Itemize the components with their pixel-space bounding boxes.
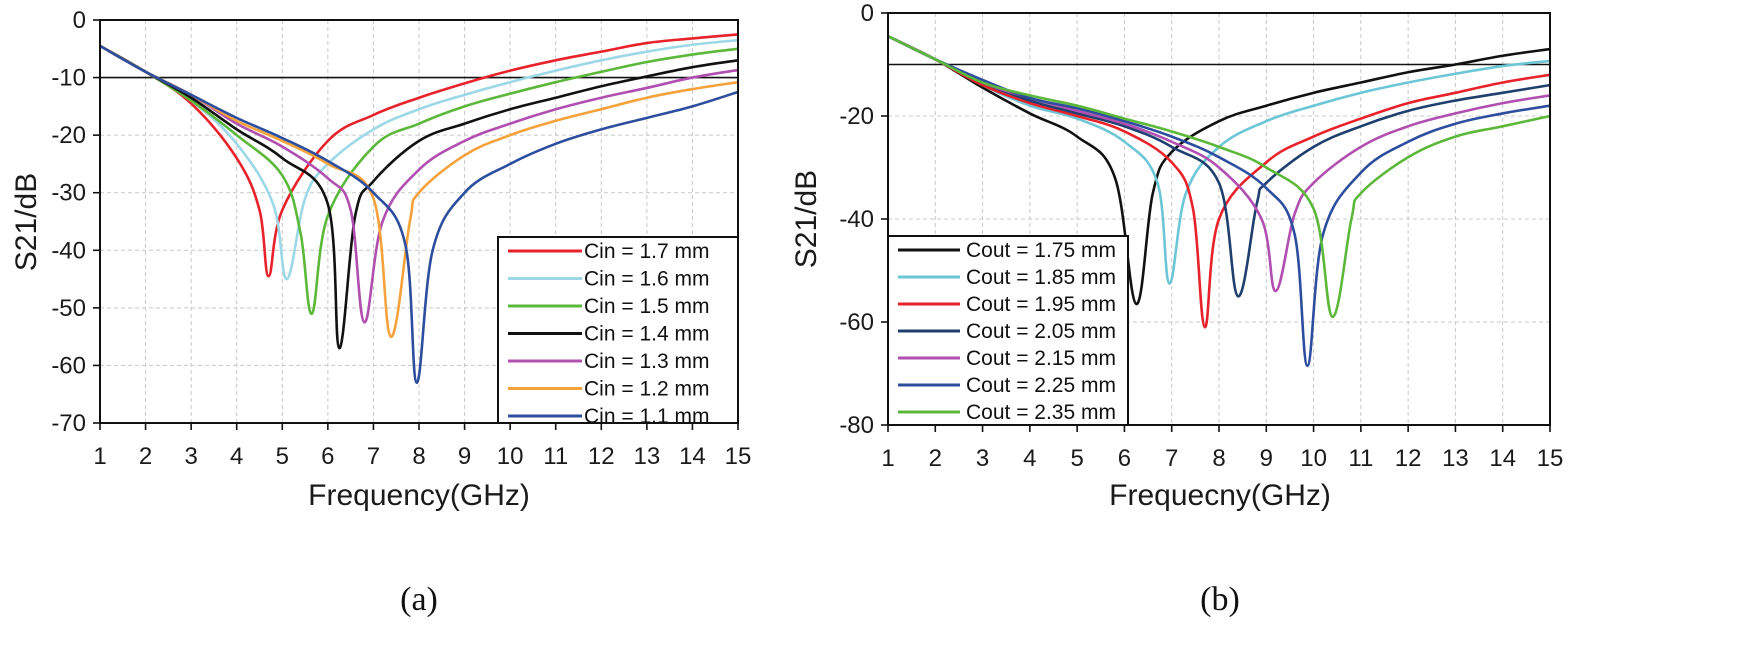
series-group (100, 33, 738, 385)
x-tick-label: 6 (1118, 445, 1131, 472)
x-axis: 1 2 3 4 5 6 7 8 9 10 11 12 13 14 15 (881, 425, 1563, 472)
x-tick-label: 1 (881, 445, 894, 472)
y-tick-label: -30 (51, 180, 86, 207)
x-tick-label: 7 (367, 443, 380, 470)
y-axis-title: S21/dB (790, 170, 823, 268)
x-tick-label: 13 (1442, 445, 1469, 472)
x-axis-title: Frequecny(GHz) (1109, 479, 1331, 512)
x-axis: 1 2 3 4 5 6 7 8 9 10 11 12 13 14 15 (93, 423, 751, 470)
legend: Cin = 1.7 mm Cin = 1.6 mm Cin = 1.5 mm Cin … (497, 236, 739, 428)
y-tick-label: -70 (51, 410, 86, 437)
series-line-5 (100, 44, 738, 324)
x-tick-label: 14 (679, 443, 706, 470)
x-tick-label: 3 (184, 443, 197, 470)
series-line-7 (888, 34, 1550, 319)
y-tick-label: -40 (839, 206, 874, 233)
panel-caption: (b) (1200, 581, 1240, 618)
x-tick-label: 14 (1489, 445, 1516, 472)
legend-label-6: Cin = 1.2 mm (584, 378, 709, 401)
x-tick-label: 2 (139, 443, 152, 470)
series-line-3 (888, 34, 1550, 329)
y-tick-label: 0 (861, 0, 874, 27)
series-line-3 (100, 44, 738, 315)
panel-caption: (a) (400, 581, 438, 618)
x-tick-label: 12 (1395, 445, 1422, 472)
x-tick-label: 4 (230, 443, 243, 470)
legend-label-2: Cout = 1.85 mm (966, 266, 1116, 289)
legend-label-3: Cout = 1.95 mm (966, 293, 1116, 316)
x-tick-label: 7 (1165, 445, 1178, 472)
legend-label-4: Cout = 2.05 mm (966, 320, 1116, 343)
x-tick-label: 9 (458, 443, 471, 470)
y-axis-title: S21/dB (10, 173, 43, 271)
legend-label-5: Cout = 2.15 mm (966, 347, 1116, 370)
x-tick-label: 9 (1260, 445, 1273, 472)
x-tick-label: 1 (93, 443, 106, 470)
x-tick-label: 5 (1070, 445, 1083, 472)
x-tick-label: 2 (929, 445, 942, 472)
series-line-2 (100, 38, 738, 281)
x-tick-label: 11 (543, 443, 568, 470)
x-tick-label: 5 (276, 443, 289, 470)
y-tick-label: -60 (839, 309, 874, 336)
x-tick-label: 12 (588, 443, 615, 470)
legend-label-5: Cin = 1.3 mm (584, 350, 709, 373)
x-tick-label: 10 (1300, 445, 1327, 472)
x-tick-label: 11 (1348, 445, 1373, 472)
x-axis-title: Frequency(GHz) (308, 479, 530, 512)
y-tick-label: 0 (73, 7, 86, 34)
legend-label-1: Cin = 1.7 mm (584, 240, 709, 263)
legend-box (497, 236, 739, 424)
series-line-6 (100, 44, 738, 338)
series-group (888, 34, 1550, 368)
y-tick-label: -80 (839, 412, 874, 439)
x-tick-label: 4 (1023, 445, 1036, 472)
legend-label-7: Cin = 1.1 mm (584, 405, 709, 428)
y-tick-label: -60 (51, 352, 86, 379)
y-tick-label: -20 (51, 122, 86, 149)
y-axis: 0 -10 -20 -30 -40 -50 -60 -70 (51, 7, 100, 437)
series-line-4 (100, 44, 738, 350)
y-tick-label: -20 (839, 103, 874, 130)
x-tick-label: 8 (1212, 445, 1225, 472)
legend-label-4: Cin = 1.4 mm (584, 323, 709, 346)
chart-panel-b: 1 2 3 4 5 6 7 8 9 10 11 12 13 14 150-20-40-60-80Freque… (790, 0, 1563, 618)
chart-panel-a: 1 2 3 4 5 6 7 8 9 10 11 12 13 14 150-10-20-30-40-50-60… (10, 7, 751, 618)
series-line-1 (888, 34, 1550, 306)
series-line-2 (888, 34, 1550, 285)
x-tick-label: 13 (634, 443, 661, 470)
legend-label-6: Cout = 2.25 mm (966, 374, 1116, 397)
x-tick-label: 3 (976, 445, 989, 472)
legend: Cout = 1.75 mm Cout = 1.85 mm Cout = 1.95 … (887, 235, 1129, 426)
y-axis: 0 -20 -40 -60 -80 (839, 0, 888, 439)
series-line-7 (100, 44, 738, 385)
legend-label-3: Cin = 1.5 mm (584, 295, 709, 318)
series-line-6 (888, 34, 1550, 368)
x-tick-label: 6 (321, 443, 334, 470)
x-tick-label: 8 (412, 443, 425, 470)
legend-label-7: Cout = 2.35 mm (966, 401, 1116, 424)
series-line-4 (888, 34, 1550, 298)
legend-label-2: Cin = 1.6 mm (584, 268, 709, 291)
x-tick-label: 15 (725, 443, 752, 470)
legend-label-1: Cout = 1.75 mm (966, 239, 1116, 262)
series-line-1 (100, 33, 738, 278)
x-tick-label: 10 (497, 443, 524, 470)
y-tick-label: -40 (51, 237, 86, 264)
y-tick-label: -50 (51, 295, 86, 322)
y-tick-label: -10 (51, 65, 86, 92)
x-tick-label: 15 (1537, 445, 1564, 472)
